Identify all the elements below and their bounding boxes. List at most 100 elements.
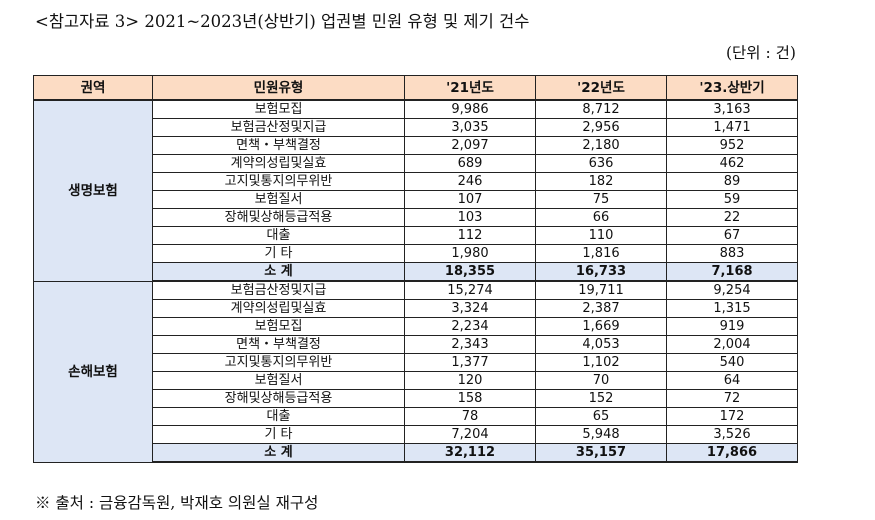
- value-2022-cell: 110: [535, 226, 667, 245]
- region-cell: 생명보험: [33, 99, 153, 282]
- value-2023-h1-cell: 2,004: [666, 335, 798, 354]
- value-2021-cell: 15,274: [404, 280, 536, 300]
- value-2023-h1-cell: 22: [666, 208, 798, 227]
- subtotal-2021-cell: 32,112: [404, 443, 536, 463]
- complaint-type-cell: 계약의성립및실효: [152, 299, 405, 318]
- header-type: 민원유형: [152, 75, 405, 101]
- value-2022-cell: 1,102: [535, 353, 667, 372]
- complaint-type-cell: 고지및통지의무위반: [152, 353, 405, 372]
- table-row: 고지및통지의무위반 246 182 89: [34, 172, 798, 191]
- value-2023-h1-cell: 919: [666, 317, 798, 336]
- value-2023-h1-cell: 72: [666, 389, 798, 408]
- complaint-type-cell: 계약의성립및실효: [152, 154, 405, 173]
- complaint-type-cell: 대출: [152, 226, 405, 245]
- value-2023-h1-cell: 64: [666, 371, 798, 390]
- complaints-table: 권역 민원유형 '21년도 '22년도 '23.상반기 생명보험 보험모집 9,98…: [33, 75, 798, 463]
- complaint-type-cell: 기 타: [152, 425, 405, 444]
- value-2021-cell: 78: [404, 407, 536, 426]
- value-2021-cell: 103: [404, 208, 536, 227]
- value-2022-cell: 75: [535, 190, 667, 209]
- subtotal-2022-cell: 16,733: [535, 262, 667, 282]
- value-2021-cell: 1,980: [404, 244, 536, 263]
- value-2021-cell: 2,097: [404, 136, 536, 155]
- complaint-type-cell: 장해및상해등급적용: [152, 389, 405, 408]
- subtotal-label-cell: 소 계: [152, 443, 405, 463]
- region-cell: 손해보험: [33, 280, 153, 463]
- table-row: 기 타 1,980 1,816 883: [34, 244, 798, 263]
- value-2021-cell: 2,343: [404, 335, 536, 354]
- subtotal-label-cell: 소 계: [152, 262, 405, 282]
- source-note: ※ 출처 : 금융감독원, 박재호 의원실 재구성: [35, 494, 319, 512]
- value-2023-h1-cell: 883: [666, 244, 798, 263]
- complaint-type-cell: 기 타: [152, 244, 405, 263]
- value-2022-cell: 70: [535, 371, 667, 390]
- complaint-type-cell: 대출: [152, 407, 405, 426]
- header-2022: '22년도: [535, 75, 667, 101]
- value-2022-cell: 4,053: [535, 335, 667, 354]
- complaint-type-cell: 보험질서: [152, 371, 405, 390]
- value-2021-cell: 246: [404, 172, 536, 191]
- value-2022-cell: 636: [535, 154, 667, 173]
- header-region: 권역: [33, 75, 153, 101]
- complaint-type-cell: 면책・부책결정: [152, 335, 405, 354]
- value-2022-cell: 19,711: [535, 280, 667, 300]
- document-title: <참고자료 3> 2021~2023년(상반기) 업권별 민원 유형 및 제기 …: [35, 12, 530, 31]
- table-row: 보험질서 107 75 59: [34, 190, 798, 209]
- table-row: 면책・부책결정 2,343 4,053 2,004: [34, 335, 798, 354]
- header-2021: '21년도: [404, 75, 536, 101]
- table-row: 기 타 7,204 5,948 3,526: [34, 425, 798, 444]
- value-2023-h1-cell: 1,471: [666, 118, 798, 137]
- value-2021-cell: 9,986: [404, 99, 536, 119]
- value-2021-cell: 112: [404, 226, 536, 245]
- value-2022-cell: 182: [535, 172, 667, 191]
- value-2022-cell: 8,712: [535, 99, 667, 119]
- table-row: 대출 112 110 67: [34, 226, 798, 245]
- value-2023-h1-cell: 59: [666, 190, 798, 209]
- unit-label: (단위 : 건): [726, 44, 796, 62]
- table-row: 보험모집 2,234 1,669 919: [34, 317, 798, 336]
- table-row: 고지및통지의무위반 1,377 1,102 540: [34, 353, 798, 372]
- table-row: 보험질서 120 70 64: [34, 371, 798, 390]
- table-row: 장해및상해등급적용 103 66 22: [34, 208, 798, 227]
- value-2023-h1-cell: 89: [666, 172, 798, 191]
- subtotal-row: 소 계 18,355 16,733 7,168: [34, 262, 798, 282]
- complaint-type-cell: 고지및통지의무위반: [152, 172, 405, 191]
- value-2023-h1-cell: 462: [666, 154, 798, 173]
- header-row: 권역 민원유형 '21년도 '22년도 '23.상반기: [33, 75, 798, 101]
- header-2023-h1: '23.상반기: [666, 75, 798, 101]
- table-body: 생명보험 보험모집 9,986 8,712 3,163 보험금산정및지급 3,035 2,95…: [33, 99, 798, 463]
- table-row: 계약의성립및실효 689 636 462: [34, 154, 798, 173]
- value-2022-cell: 2,956: [535, 118, 667, 137]
- value-2021-cell: 1,377: [404, 353, 536, 372]
- complaint-type-cell: 보험모집: [152, 99, 405, 119]
- table-row: 생명보험 보험모집 9,986 8,712 3,163: [33, 99, 798, 282]
- value-2021-cell: 120: [404, 371, 536, 390]
- value-2023-h1-cell: 540: [666, 353, 798, 372]
- complaint-type-cell: 보험모집: [152, 317, 405, 336]
- value-2021-cell: 107: [404, 190, 536, 209]
- value-2022-cell: 66: [535, 208, 667, 227]
- table-row: 손해보험 보험금산정및지급 15,274 19,711 9,254: [33, 280, 798, 463]
- value-2021-cell: 689: [404, 154, 536, 173]
- value-2023-h1-cell: 3,163: [666, 99, 798, 119]
- complaint-type-cell: 보험금산정및지급: [152, 280, 405, 300]
- subtotal-2023-h1-cell: 17,866: [666, 443, 798, 463]
- value-2023-h1-cell: 3,526: [666, 425, 798, 444]
- value-2021-cell: 3,035: [404, 118, 536, 137]
- value-2022-cell: 5,948: [535, 425, 667, 444]
- value-2023-h1-cell: 172: [666, 407, 798, 426]
- complaint-type-cell: 면책・부책결정: [152, 136, 405, 155]
- subtotal-2022-cell: 35,157: [535, 443, 667, 463]
- value-2023-h1-cell: 952: [666, 136, 798, 155]
- subtotal-row: 소 계 32,112 35,157 17,866: [34, 443, 798, 463]
- value-2022-cell: 1,669: [535, 317, 667, 336]
- value-2021-cell: 2,234: [404, 317, 536, 336]
- value-2022-cell: 2,180: [535, 136, 667, 155]
- value-2022-cell: 2,387: [535, 299, 667, 318]
- value-2023-h1-cell: 9,254: [666, 280, 798, 300]
- subtotal-2023-h1-cell: 7,168: [666, 262, 798, 282]
- value-2021-cell: 3,324: [404, 299, 536, 318]
- complaint-type-cell: 보험질서: [152, 190, 405, 209]
- value-2023-h1-cell: 1,315: [666, 299, 798, 318]
- value-2021-cell: 7,204: [404, 425, 536, 444]
